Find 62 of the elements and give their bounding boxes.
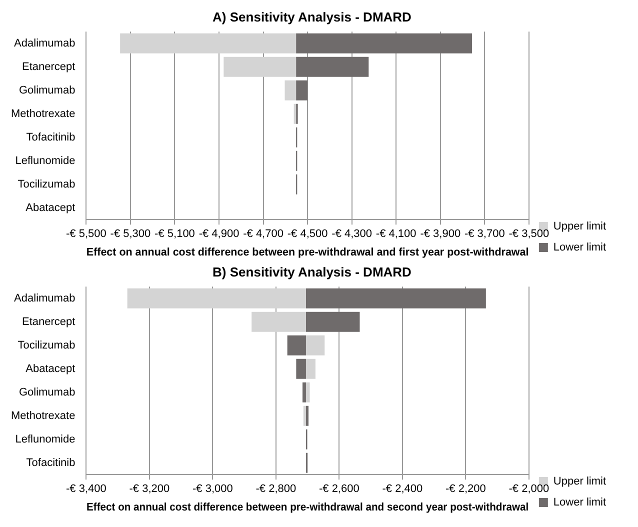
x-tick-label: -€ 5,300 xyxy=(110,228,151,240)
x-tick-label: -€ 4,100 xyxy=(376,228,416,240)
x-tick-label: -€ 3,400 xyxy=(66,483,106,496)
x-tick-label: -€ 3,700 xyxy=(464,228,505,240)
bar xyxy=(294,104,296,124)
y-tick-label: Adalimumab xyxy=(14,37,76,50)
bar xyxy=(120,33,296,54)
bar xyxy=(306,406,309,426)
y-tick-label: Leflunomide xyxy=(15,154,76,167)
x-tick-label: -€ 4,900 xyxy=(198,228,240,240)
legend-label: Upper limit xyxy=(553,476,606,488)
x-tick-label: -€ 5,100 xyxy=(154,228,195,240)
bar xyxy=(296,358,306,379)
legend-label: Lower limit xyxy=(553,496,606,509)
bar xyxy=(302,382,306,402)
bar xyxy=(306,288,486,308)
x-tick-label: -€ 3,500 xyxy=(508,228,550,240)
y-tick-label: Golimumab xyxy=(18,386,76,398)
bar xyxy=(296,56,369,77)
x-tick-label: -€ 4,700 xyxy=(243,228,284,240)
y-tick-label: Methotrexate xyxy=(11,410,76,422)
bar xyxy=(306,358,316,379)
bar xyxy=(284,80,296,100)
chart-title: B) Sensitivity Analysis - DMARD xyxy=(212,264,412,280)
x-tick-label: -€ 2,200 xyxy=(446,483,486,496)
bar xyxy=(306,335,325,356)
x-tick-label: -€ 3,900 xyxy=(420,228,461,240)
x-tick-label: -€ 5,500 xyxy=(66,228,106,240)
x-tick-label: -€ 3,000 xyxy=(192,483,233,496)
bar xyxy=(224,56,296,77)
y-tick-label: Tocilizumab xyxy=(18,178,76,190)
x-tick-label: -€ 4,500 xyxy=(287,228,328,240)
y-tick-label: Abatacept xyxy=(26,362,76,375)
x-axis-title: Effect on annual cost difference between pre-withdrawal and first year post-withdrawal xyxy=(86,246,529,258)
y-tick-label: Tofacitinib xyxy=(26,131,76,144)
y-tick-label: Adalimumab xyxy=(14,292,76,304)
bar xyxy=(127,288,306,308)
x-tick-label: -€ 2,000 xyxy=(508,483,550,496)
chart-title: A) Sensitivity Analysis - DMARD xyxy=(212,9,412,24)
bar xyxy=(296,80,308,100)
legend-label: Upper limit xyxy=(553,220,606,233)
bar xyxy=(306,382,310,402)
y-tick-label: Tocilizumab xyxy=(18,339,76,352)
x-tick-label: -€ 3,200 xyxy=(129,483,170,496)
y-tick-label: Etanercept xyxy=(22,60,76,73)
bar xyxy=(303,406,306,426)
bar xyxy=(287,335,306,356)
x-tick-label: -€ 2,800 xyxy=(256,483,296,496)
y-tick-label: Methotrexate xyxy=(11,108,76,120)
y-tick-label: Etanercept xyxy=(22,316,76,328)
y-tick-label: Golimumab xyxy=(18,84,76,96)
y-tick-label: Abatacept xyxy=(26,202,76,214)
y-tick-label: Tofacitinib xyxy=(26,456,76,469)
x-tick-label: -€ 2,400 xyxy=(382,483,423,496)
bar xyxy=(296,33,472,54)
x-tick-label: -€ 2,600 xyxy=(319,483,360,496)
x-tick-label: -€ 4,300 xyxy=(332,228,372,240)
bar xyxy=(306,312,360,332)
x-axis-title: Effect on annual cost difference between pre-withdrawal and second year post-withdrawal xyxy=(86,501,529,514)
y-tick-label: Leflunomide xyxy=(15,433,76,446)
bar xyxy=(252,312,306,332)
legend-label: Lower limit xyxy=(553,242,606,254)
